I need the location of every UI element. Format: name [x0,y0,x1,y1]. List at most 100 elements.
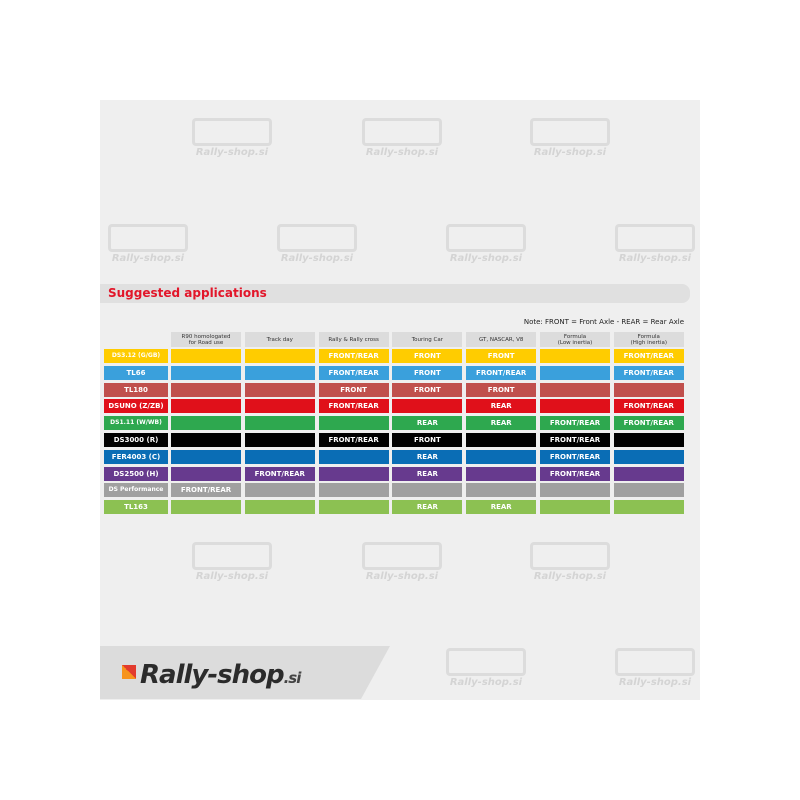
table-cell: FRONT/REAR [613,349,684,363]
table-cell [171,399,241,414]
table-cell: FRONT/REAR [318,349,389,363]
row-label: TL66 [104,365,168,380]
table-cell [466,449,537,464]
table-cell [244,449,315,464]
table-cell [540,399,610,414]
table-cell: FRONT/REAR [613,399,684,414]
column-header: R90 homologated for Road use [171,332,241,347]
table-cell: FRONT [392,433,463,447]
table-cell: FRONT/REAR [540,416,610,431]
table-cell: FRONT/REAR [613,365,684,380]
rally-shop-logo: Rally-shop.si [140,660,301,690]
row-label: TL163 [104,500,168,515]
watermark: Rally-shop.si [615,648,695,688]
footer-banner [100,646,390,699]
watermark: Rally-shop.si [192,542,272,582]
table-cell [466,466,537,481]
watermark: Rally-shop.si [530,118,610,158]
watermark: Rally-shop.si [446,648,526,688]
table-cell: FRONT [318,382,389,397]
table-cell: FRONT/REAR [540,466,610,481]
table-cell [171,433,241,447]
table-cell [613,500,684,515]
table-cell: FRONT [392,382,463,397]
column-header: Touring Car [392,332,463,347]
row-label: DSUNO (Z/ZB) [104,399,168,414]
table-cell: FRONT/REAR [613,416,684,431]
table-cell: FRONT/REAR [318,433,389,447]
table-cell [244,500,315,515]
column-header: Formula (Low inertia) [540,332,610,347]
table-cell: REAR [466,399,537,414]
watermark: Rally-shop.si [108,224,188,264]
table-cell [466,433,537,447]
table-cell [540,365,610,380]
watermark: Rally-shop.si [362,118,442,158]
column-header: Formula (High inertia) [613,332,684,347]
table-cell [244,433,315,447]
table-cell [613,449,684,464]
table-cell: FRONT/REAR [318,399,389,414]
table-cell [244,382,315,397]
row-label: DS3000 (R) [104,433,168,447]
content-panel: Rally-shop.si Rally-shop.si Rally-shop.si R… [100,100,700,700]
table-cell [244,483,315,498]
table-cell [540,349,610,363]
table-cell [318,466,389,481]
table-cell [613,382,684,397]
watermark: Rally-shop.si [615,224,695,264]
table-cell: REAR [392,500,463,515]
table-cell: REAR [392,416,463,431]
axle-note: Note: FRONT = Front Axle - REAR = Rear A… [523,318,684,326]
table-cell [613,483,684,498]
table-cell: FRONT [466,382,537,397]
table-cell [318,483,389,498]
section-title: Suggested applications [108,286,267,300]
row-label: FER4003 (C) [104,449,168,464]
column-header: GT, NASCAR, V8 [466,332,537,347]
table-cell [244,349,315,363]
row-label: TL180 [104,382,168,397]
table-cell: FRONT/REAR [171,483,241,498]
watermark: Rally-shop.si [530,542,610,582]
table-cell [171,416,241,431]
watermark: Rally-shop.si [362,542,442,582]
table-cell [613,433,684,447]
watermark: Rally-shop.si [192,118,272,158]
table-cell: FRONT [466,349,537,363]
table-cell [171,349,241,363]
table-cell [171,365,241,380]
table-cell [392,483,463,498]
table-cell [318,449,389,464]
table-cell: FRONT/REAR [466,365,537,380]
row-label: DS3.12 (G/GB) [104,349,168,363]
table-cell: REAR [392,466,463,481]
row-label: DS2500 (H) [104,466,168,481]
table-cell [244,399,315,414]
table-cell [244,365,315,380]
table-cell [540,500,610,515]
column-header: Track day [244,332,315,347]
table-cell [540,483,610,498]
table-cell: REAR [466,500,537,515]
column-header: Rally & Rally cross [318,332,389,347]
table-cell [171,382,241,397]
table-cell: REAR [466,416,537,431]
table-cell [171,466,241,481]
table-cell: FRONT/REAR [244,466,315,481]
table-cell [613,466,684,481]
table-cell: REAR [392,449,463,464]
table-cell [466,483,537,498]
watermark: Rally-shop.si [277,224,357,264]
table-cell: FRONT [392,365,463,380]
section-header: Suggested applications [100,284,690,303]
table-cell: FRONT [392,349,463,363]
table-cell [318,500,389,515]
checkered-flag-icon [122,665,136,679]
row-label: DS Performance [104,483,168,498]
row-label: DS1.11 (W/WB) [104,416,168,431]
table-cell [392,399,463,414]
table-cell [540,382,610,397]
table-cell: FRONT/REAR [540,449,610,464]
table-cell: FRONT/REAR [318,365,389,380]
